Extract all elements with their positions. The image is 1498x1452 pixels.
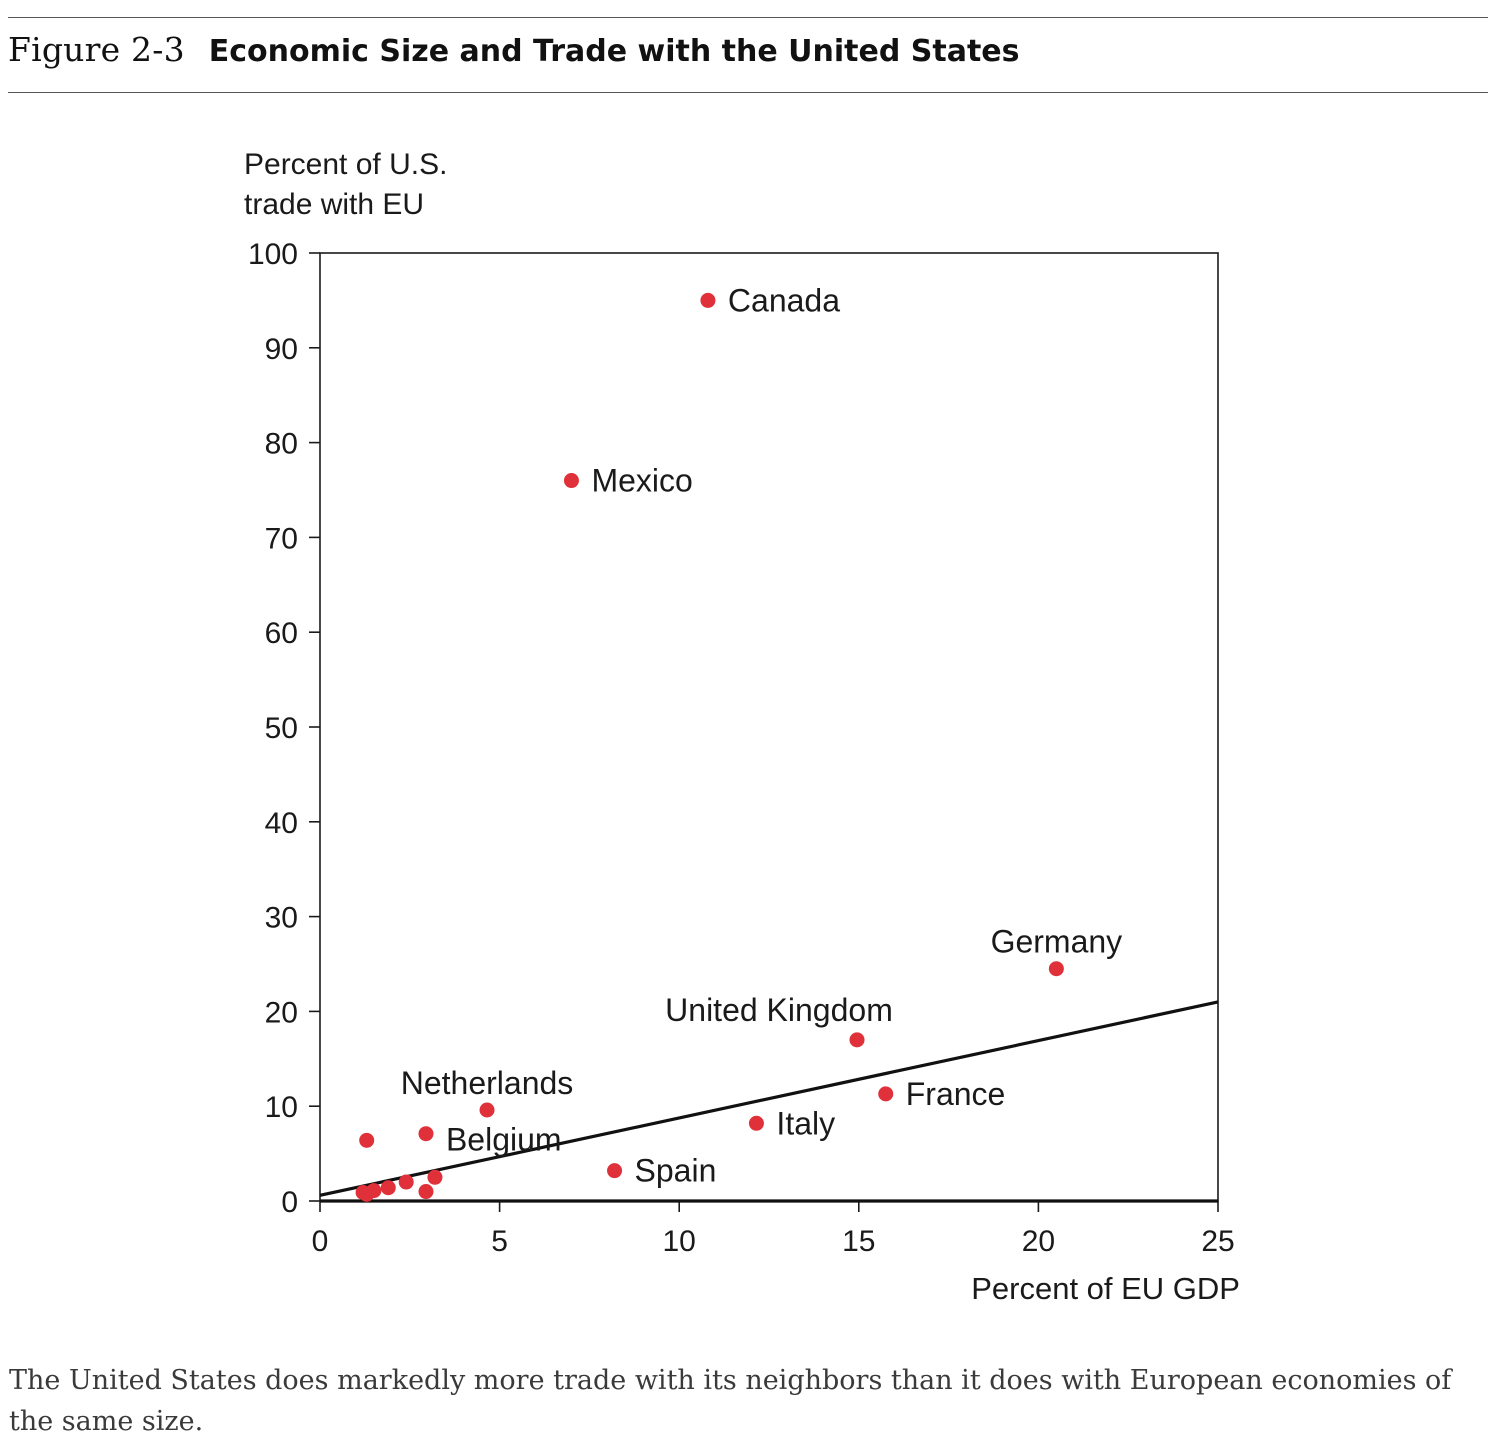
data-point [748, 1115, 764, 1131]
y-tick-label: 70 [265, 522, 298, 555]
x-axis-title: Percent of EU GDP [971, 1271, 1240, 1306]
data-point [418, 1126, 434, 1142]
y-tick-label: 90 [265, 333, 298, 366]
data-point [359, 1186, 375, 1202]
x-tick-label: 10 [663, 1225, 696, 1258]
y-axis-title-line: trade with EU [244, 188, 424, 221]
data-point [418, 1184, 434, 1200]
data-label: Canada [728, 282, 840, 318]
data-point [563, 473, 579, 489]
data-point [479, 1102, 495, 1118]
x-axis: 0 5 10 15 20 25 [312, 1201, 1235, 1258]
y-tick-label: 50 [265, 712, 298, 745]
y-tick-label: 0 [281, 1186, 298, 1219]
data-label: Mexico [591, 463, 692, 499]
x-tick-label: 25 [1201, 1225, 1234, 1258]
data-label: France [906, 1076, 1006, 1112]
y-tick-label: 100 [248, 238, 298, 271]
figure-label: Figure 2-3 [8, 30, 185, 69]
data-label: Belgium [446, 1122, 562, 1158]
scatter-chart: Percent of U.S.trade with EU 01020304050… [244, 148, 1240, 1306]
data-label: United Kingdom [665, 992, 893, 1028]
x-tick-label: 5 [491, 1225, 508, 1258]
data-point [849, 1032, 865, 1048]
data-point [380, 1180, 396, 1196]
figure-header: Figure 2-3 Economic Size and Trade with t… [8, 30, 1020, 69]
y-axis: 0 10 20 30 40 50 60 70 80 90 100 [248, 238, 320, 1219]
data-label: Italy [776, 1105, 835, 1141]
header-top-rule [8, 17, 1488, 18]
data-label: Netherlands [401, 1065, 574, 1101]
y-tick-label: 40 [265, 807, 298, 840]
data-point [878, 1086, 894, 1102]
data-point [700, 292, 716, 308]
y-tick-label: 80 [265, 428, 298, 461]
header-bottom-rule [8, 92, 1488, 93]
data-label: Germany [991, 924, 1123, 960]
data-point [607, 1163, 623, 1179]
data-label: Spain [635, 1153, 717, 1189]
x-tick-label: 0 [312, 1225, 329, 1258]
y-tick-label: 20 [265, 996, 298, 1029]
y-tick-label: 30 [265, 902, 298, 935]
x-tick-label: 15 [842, 1225, 875, 1258]
data-point [398, 1174, 414, 1190]
figure-title: Economic Size and Trade with the United … [208, 34, 1020, 69]
plot-frame [319, 252, 1219, 1202]
y-tick-label: 60 [265, 617, 298, 650]
trend-line [319, 1000, 1219, 1197]
y-axis-title: Percent of U.S. trade with EU [244, 148, 447, 221]
y-axis-title-line: Percent of U.S. [244, 148, 447, 181]
data-point [1048, 961, 1064, 977]
y-tick-label: 10 [265, 1091, 298, 1124]
x-tick-label: 20 [1022, 1225, 1055, 1258]
data-point [427, 1169, 443, 1185]
data-points [355, 292, 1064, 1202]
data-point [359, 1132, 375, 1148]
data-labels: Canada Mexico Germany United Kingdom France I… [401, 282, 1122, 1188]
figure-caption: The United States does markedly more tra… [9, 1365, 1452, 1437]
